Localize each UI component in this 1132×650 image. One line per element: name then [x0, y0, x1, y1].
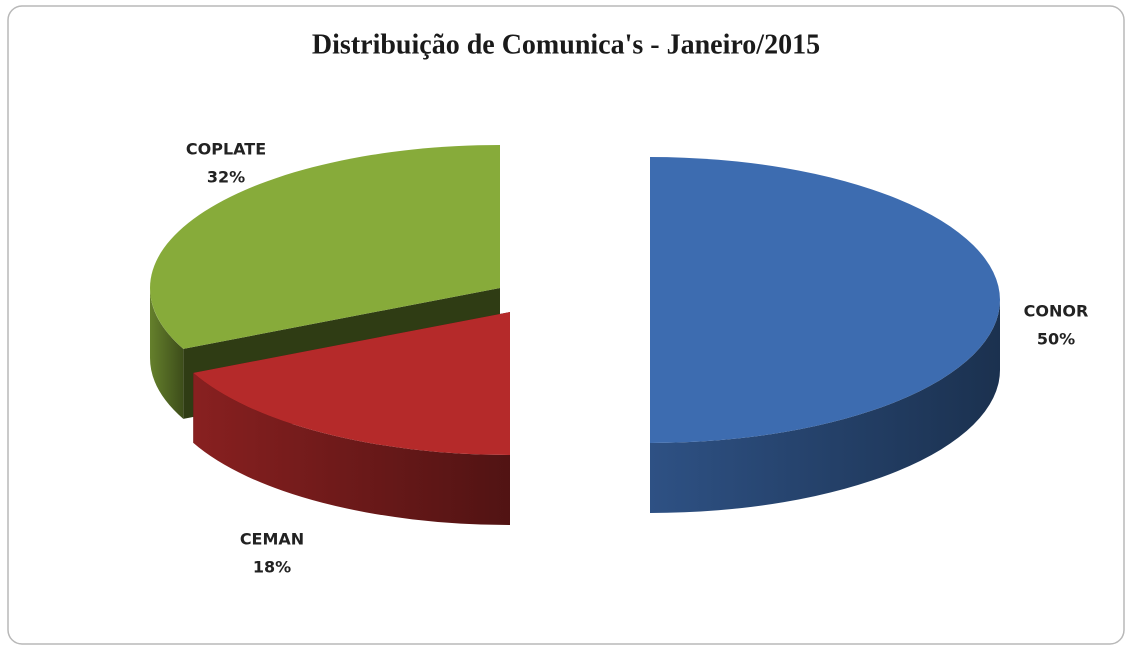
pie-slice: [650, 157, 1000, 513]
slice-label: CONOR: [1024, 302, 1089, 321]
slice-outer-wall: [650, 300, 1000, 513]
pie-slice: [193, 312, 510, 525]
slice-value-label: 50%: [1037, 330, 1075, 349]
slice-outer-wall: [193, 372, 510, 525]
chart-title: Distribuição de Comunica's - Janeiro/201…: [312, 29, 820, 60]
slice-top: [650, 157, 1000, 443]
slice-value-label: 32%: [207, 168, 245, 187]
slice-label: CEMAN: [240, 530, 304, 549]
slice-top: [193, 312, 510, 455]
slice-label: COPLATE: [186, 140, 266, 159]
slice-top: [149, 144, 501, 349]
slice-outer-wall: [150, 288, 184, 419]
slice-value-label: 18%: [253, 558, 291, 577]
